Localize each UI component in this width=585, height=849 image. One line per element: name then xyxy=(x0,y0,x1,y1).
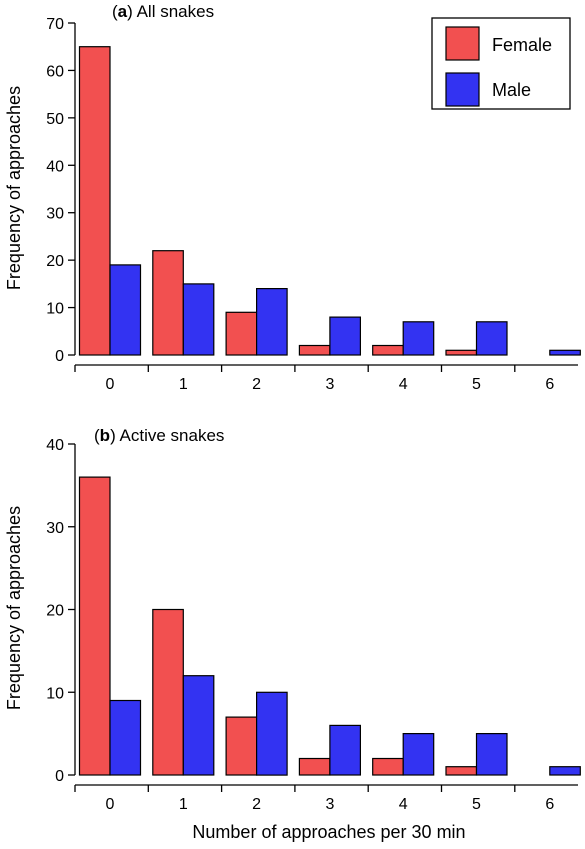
bar-b-female-2 xyxy=(225,716,258,776)
panel-b-title: (b) Active snakes xyxy=(94,426,224,445)
panel-a-axes: 0 10 20 30 40 50 60 70 0 1 2 3 4 5 6 xyxy=(46,16,578,393)
bar-b-female-5 xyxy=(445,766,478,776)
panel-a-title-text: All snakes xyxy=(137,2,214,21)
panel-a-xtick-label-1: 1 xyxy=(179,376,188,393)
panel-a-xtick-label-0: 0 xyxy=(106,376,115,393)
panel-b-ytick-label-40: 40 xyxy=(46,437,64,454)
bar-a-female-4 xyxy=(372,344,404,356)
legend-swatch-male xyxy=(445,72,480,107)
panel-a-xtick-label-4: 4 xyxy=(399,376,408,393)
panel-a-ytick-label-40: 40 xyxy=(46,158,64,175)
panel-b-xtick-label-5: 5 xyxy=(472,796,481,813)
panel-b-ytick-label-30: 30 xyxy=(46,520,64,537)
panel-b-xtick-label-6: 6 xyxy=(545,796,554,813)
bar-a-male-2 xyxy=(256,288,288,356)
bar-b-female-4 xyxy=(372,757,404,776)
x-axis-label: Number of approaches per 30 min xyxy=(192,822,465,842)
legend-swatch-female xyxy=(445,26,480,61)
bar-b-female-1 xyxy=(152,608,184,776)
panel-a-xtick-label-3: 3 xyxy=(325,376,334,393)
panel-b-title-text: Active snakes xyxy=(120,426,225,445)
bar-a-male-0 xyxy=(109,264,142,356)
panel-a-xtick-label-6: 6 xyxy=(545,376,554,393)
panel-a-letter: a xyxy=(118,2,128,21)
legend-label-female: Female xyxy=(492,35,552,55)
panel-b-xtick-label-3: 3 xyxy=(325,796,334,813)
panel-a-ytick-label-10: 10 xyxy=(46,301,64,318)
bar-b-male-1 xyxy=(182,675,215,776)
panel-a-xtick-label-2: 2 xyxy=(252,376,261,393)
bar-a-female-5 xyxy=(445,349,478,356)
panel-a-xtick-label-5: 5 xyxy=(472,376,481,393)
panel-b-xtick-label-1: 1 xyxy=(179,796,188,813)
bar-b-female-0 xyxy=(78,476,111,776)
legend-label-male: Male xyxy=(492,80,531,100)
bar-a-male-4 xyxy=(402,321,435,356)
panel-b-xtick-label-4: 4 xyxy=(399,796,408,813)
panel-a-ytick-label-0: 0 xyxy=(55,348,64,365)
panel-b-letter: b xyxy=(100,426,110,445)
panel-a-ytick-label-30: 30 xyxy=(46,206,64,223)
bar-b-male-6 xyxy=(549,766,581,776)
bar-b-male-2 xyxy=(256,691,288,776)
bar-b-male-5 xyxy=(475,732,508,776)
panel-a-ytick-label-60: 60 xyxy=(46,63,64,80)
panel-b-bars xyxy=(78,476,581,776)
panel-a-ytick-label-50: 50 xyxy=(46,111,64,128)
bar-a-male-5 xyxy=(475,321,508,356)
panel-a-bars xyxy=(78,46,581,356)
bar-a-female-3 xyxy=(298,344,331,356)
panel-b-ylabel: Frequency of approaches xyxy=(4,506,24,710)
bar-b-male-0 xyxy=(109,699,142,776)
bar-a-female-0 xyxy=(78,46,111,356)
bar-b-male-4 xyxy=(402,732,435,776)
panel-a-ytick-label-20: 20 xyxy=(46,253,64,270)
panel-b: 0 10 20 30 40 0 1 2 3 4 5 6 (b) Active snakes Frequ… xyxy=(4,426,581,842)
panel-b-ytick-label-10: 10 xyxy=(46,685,64,702)
bar-a-female-2 xyxy=(225,311,258,356)
panel-b-ytick-label-0: 0 xyxy=(55,768,64,785)
panel-b-xtick-label-2: 2 xyxy=(252,796,261,813)
panel-a-ytick-label-70: 70 xyxy=(46,16,64,33)
bar-a-male-6 xyxy=(549,349,581,356)
panel-a-title: (a) All snakes xyxy=(112,2,214,21)
panel-a-ylabel: Frequency of approaches xyxy=(4,86,24,290)
panel-b-xtick-label-0: 0 xyxy=(106,796,115,813)
bar-a-female-1 xyxy=(152,250,184,356)
bar-b-female-3 xyxy=(298,757,331,776)
bar-a-male-1 xyxy=(182,283,215,356)
panel-b-ytick-label-20: 20 xyxy=(46,603,64,620)
legend: Female Male xyxy=(431,17,571,110)
panel-a: 0 10 20 30 40 50 60 70 0 1 2 3 4 5 6 (a) All snakes Fr… xyxy=(4,2,581,393)
bar-a-male-3 xyxy=(329,316,361,356)
bar-b-male-3 xyxy=(329,724,361,776)
panel-b-axes: 0 10 20 30 40 0 1 2 3 4 5 6 xyxy=(46,437,578,813)
